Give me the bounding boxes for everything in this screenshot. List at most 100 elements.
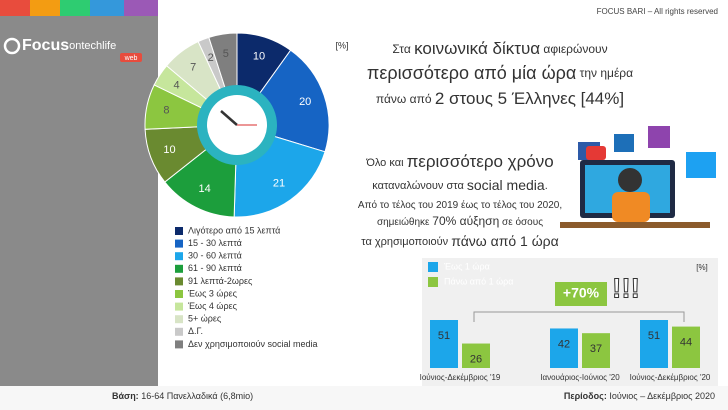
x-tick-label: Ιανουάριος-Ιούνιος '20 [540, 373, 620, 382]
x-tick-label: Ιούνιος-Δεκέμβριος '19 [420, 373, 501, 382]
stripe [124, 0, 158, 16]
slice-label: 7 [190, 62, 196, 74]
logo-tag-box [120, 53, 142, 62]
bar [550, 328, 578, 368]
period: Ιούνιος – Δεκέμβριος 2020 [607, 391, 715, 401]
legend-swatch [175, 264, 183, 273]
connector [473, 311, 685, 322]
legend-swatch [428, 277, 438, 287]
base: 16-64 Πανελλαδικά (6,8mio) [139, 391, 253, 401]
emphasis: social media [467, 177, 545, 193]
icon-twitter [686, 152, 716, 178]
bar-label: 44 [680, 336, 692, 348]
person [612, 192, 650, 222]
stripe [90, 0, 124, 16]
emphasis: πάνω από 1 ώρα [451, 233, 558, 249]
bar [582, 333, 610, 368]
text-line: τα χρησιμοποιούν πάνω από 1 ώρα [361, 233, 558, 249]
text-part: καταναλώνουν στα [372, 180, 467, 192]
slice-label: 20 [299, 96, 311, 108]
unit-label: [%] [335, 40, 348, 50]
x-tick-label: Ιούνιος-Δεκέμβριος '20 [630, 373, 711, 382]
text-part: Στα [392, 42, 414, 56]
icon-youtube [586, 146, 606, 160]
bar-label: 42 [558, 338, 570, 350]
stripe [30, 0, 60, 16]
legend-label: 15 - 30 λεπτά [188, 238, 242, 248]
logo-tag: web [124, 55, 138, 62]
text-part: σε όσους [499, 216, 543, 228]
legend-label: Έως 3 ώρες [187, 288, 238, 298]
head [618, 168, 642, 192]
top-stripe [0, 0, 158, 16]
emphasis: περισσότερο από μία ώρα [367, 63, 576, 83]
slice-label: 8 [163, 104, 169, 116]
text-line: σημειώθηκε 70% αύξηση σε όσους [377, 214, 543, 228]
stripe [0, 0, 30, 16]
text-part: . [545, 180, 548, 192]
legend-swatch [175, 227, 183, 235]
sidebar [0, 0, 158, 386]
legend-swatch [175, 340, 183, 349]
legend-swatch [175, 239, 183, 248]
logo-sub: ontechlife [69, 40, 116, 52]
clock-hand [220, 110, 238, 126]
legend-label: Έως 1 ώρα [443, 261, 490, 271]
bar-label: 51 [648, 330, 660, 342]
bar [672, 326, 700, 368]
emphasis: περισσότερο χρόνο [407, 152, 554, 171]
legend-swatch [175, 302, 183, 311]
legend-label: Δ.Γ. [188, 326, 203, 336]
unit-label: [%] [696, 263, 708, 272]
headline: Στα κοινωνικά δίκτυα αφιερώνουν περισσότε… [367, 39, 633, 108]
copyright: FOCUS BARI – All rights reserved [597, 7, 718, 16]
logo-name: Focus [22, 37, 69, 54]
slice-label: 21 [273, 177, 285, 189]
legend-swatch [428, 262, 438, 272]
desk [560, 222, 710, 228]
legend-label: Πάνω από 1 ώρα [444, 276, 514, 286]
bar-label: 37 [590, 343, 602, 355]
legend-swatch [175, 290, 183, 298]
annotation-box [555, 282, 607, 306]
icon-shop [648, 126, 670, 148]
slice-label: 4 [174, 80, 180, 92]
emphasis: 70% αύξηση [432, 214, 499, 228]
legend-swatch [175, 252, 183, 261]
text-line: Από το τέλος του 2019 έως το τέλος του 2… [358, 199, 562, 211]
text-line: πάνω από 2 στους 5 Έλληνες [44%] [376, 89, 624, 108]
emphasis: κοινωνικά δίκτυα [414, 39, 540, 58]
exclaim: !!! [612, 272, 640, 303]
legend-label: Δεν χρησιμοποιούν social media [188, 339, 318, 349]
text-part: πάνω από [376, 92, 435, 106]
text-line: καταναλώνουν στα social media. [372, 177, 548, 193]
period-label: Περίοδος: [564, 391, 607, 401]
logo: Focusontechlife [22, 37, 116, 54]
text-line: Στα κοινωνικά δίκτυα αφιερώνουν [392, 39, 607, 58]
footer-period: Περίοδος: Ιούνιος – Δεκέμβριος 2020 [564, 391, 715, 401]
bar [640, 320, 668, 368]
legend-label: Έως 4 ώρες [187, 301, 238, 311]
emphasis: 2 στους 5 Έλληνες [435, 89, 576, 108]
annotation: +70% [563, 285, 600, 301]
text-part: Από το τέλος του 2019 έως το τέλος του 2… [358, 199, 562, 211]
slice-label: 10 [253, 50, 265, 62]
legend-label: Λιγότερο από 15 λεπτά [188, 225, 280, 235]
slice-label: 14 [198, 183, 210, 195]
slice-label: 10 [163, 144, 175, 156]
legend-swatch [175, 327, 183, 336]
text-part: τα χρησιμοποιούν [361, 236, 451, 248]
emphasis: [44%] [576, 89, 624, 108]
bar-label: 51 [438, 330, 450, 342]
bar [430, 320, 458, 368]
text-part: την ημέρα [576, 66, 633, 80]
text-part: Όλο και [365, 157, 406, 169]
slice-label: 2 [208, 52, 214, 64]
illustration [560, 126, 716, 228]
base-label: Βάση: [112, 391, 139, 401]
footer-bar [0, 386, 728, 410]
legend-swatch [175, 315, 183, 324]
text-part: σημειώθηκε [377, 216, 432, 228]
legend-label: 91 λεπτά-2ωρες [188, 276, 253, 286]
